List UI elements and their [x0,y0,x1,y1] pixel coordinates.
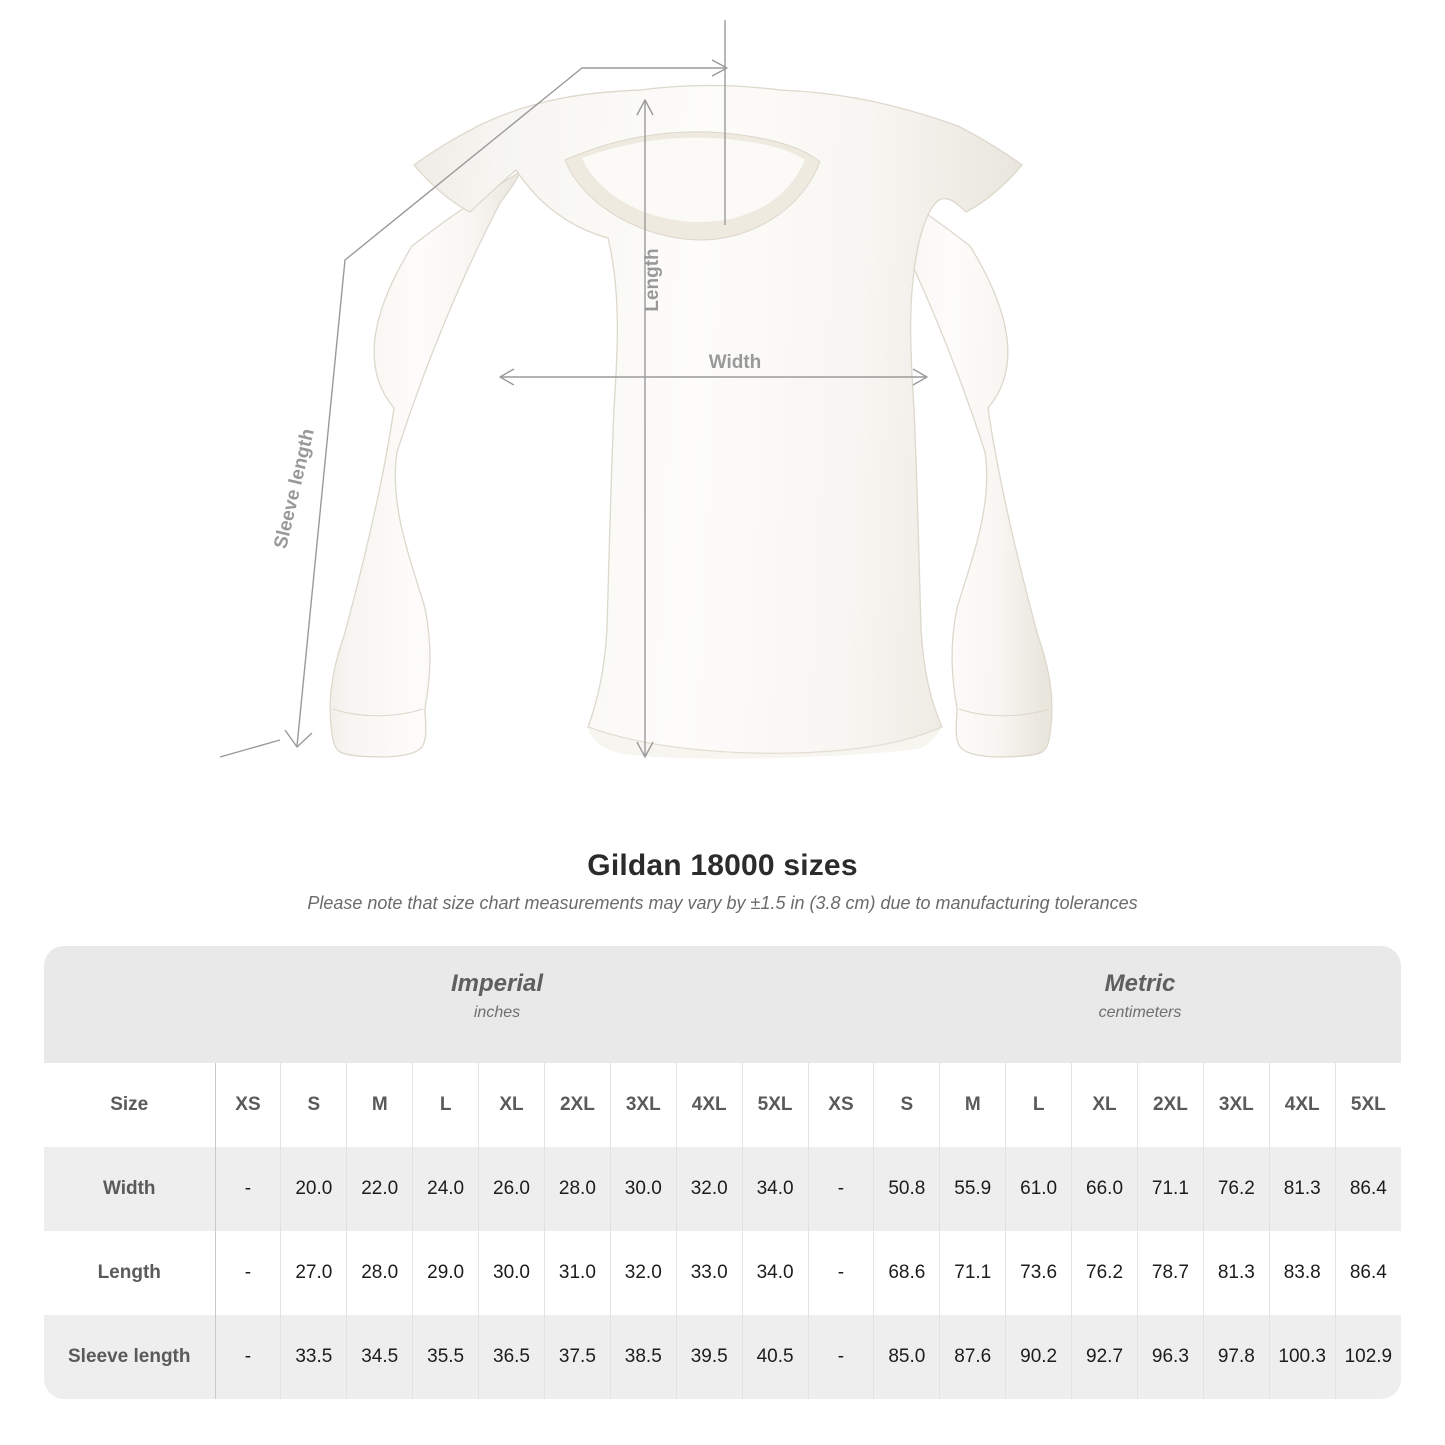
svg-text:Sleeve length: Sleeve length [270,427,318,551]
svg-text:Width: Width [709,352,762,373]
svg-text:Length: Length [642,248,663,311]
